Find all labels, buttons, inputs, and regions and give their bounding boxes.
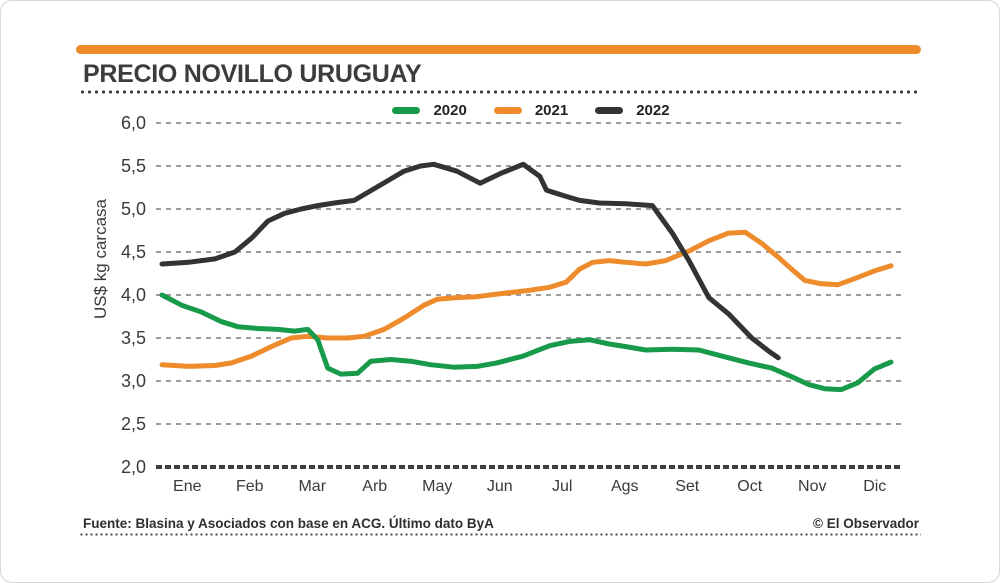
x-axis-labels: Ene Feb Mar Arb May Jun Jul Ags Set Oct Nov Dic (156, 478, 906, 496)
legend-swatch-icon (493, 106, 522, 114)
x-tick-label: Jul (552, 478, 573, 495)
y-tick-label: 4,0 (120, 285, 146, 305)
y-tick-label: 6,0 (120, 113, 146, 133)
copyright: © El Observador (813, 516, 919, 531)
x-tick-label: Arb (362, 478, 388, 495)
legend: 2020 2021 2022 (156, 101, 906, 119)
plot-area (156, 111, 901, 481)
gridline (156, 165, 901, 167)
x-tick-label: Nov (798, 478, 827, 495)
x-tick-label: Oct (737, 478, 763, 495)
y-tick-label: 5,0 (120, 199, 146, 219)
footer-divider (79, 533, 921, 536)
y-tick-label: 3,5 (120, 328, 146, 348)
gridline (156, 122, 901, 124)
x-tick-label: Ags (610, 478, 639, 495)
x-tick-label: Ene (173, 478, 202, 495)
legend-label: 2020 (433, 101, 467, 119)
source-note: Fuente: Blasina y Asociados con base en … (83, 516, 494, 531)
gridline (156, 294, 901, 296)
gridline (156, 337, 901, 339)
accent-bar (76, 45, 921, 54)
legend-item-2022: 2022 (595, 101, 670, 119)
legend-item-2020: 2020 (392, 101, 467, 119)
y-tick-label: 2,0 (120, 457, 146, 477)
x-axis-line (156, 465, 901, 469)
x-tick-label: Jun (486, 478, 513, 495)
title-divider (79, 90, 919, 94)
x-tick-label: Dic (863, 478, 887, 495)
gridline (156, 423, 901, 425)
gridline (156, 208, 901, 210)
x-tick-label: May (422, 478, 453, 495)
y-tick-label: 2,5 (120, 414, 146, 434)
x-tick-label: Mar (298, 478, 327, 495)
page-title: PRECIO NOVILLO URUGUAY (83, 60, 422, 88)
y-tick-label: 4,5 (120, 242, 146, 262)
legend-label: 2021 (534, 101, 569, 119)
x-tick-label: Feb (235, 478, 264, 495)
legend-swatch-icon (392, 106, 421, 114)
legend-item-2021: 2021 (493, 101, 569, 119)
gridline (156, 380, 901, 382)
legend-swatch-icon (595, 106, 624, 114)
legend-label: 2022 (636, 101, 670, 119)
x-tick-label: Set (675, 478, 700, 495)
gridline (156, 251, 901, 253)
y-tick-label: 3,0 (120, 371, 146, 391)
y-tick-label: 5,5 (120, 156, 146, 176)
